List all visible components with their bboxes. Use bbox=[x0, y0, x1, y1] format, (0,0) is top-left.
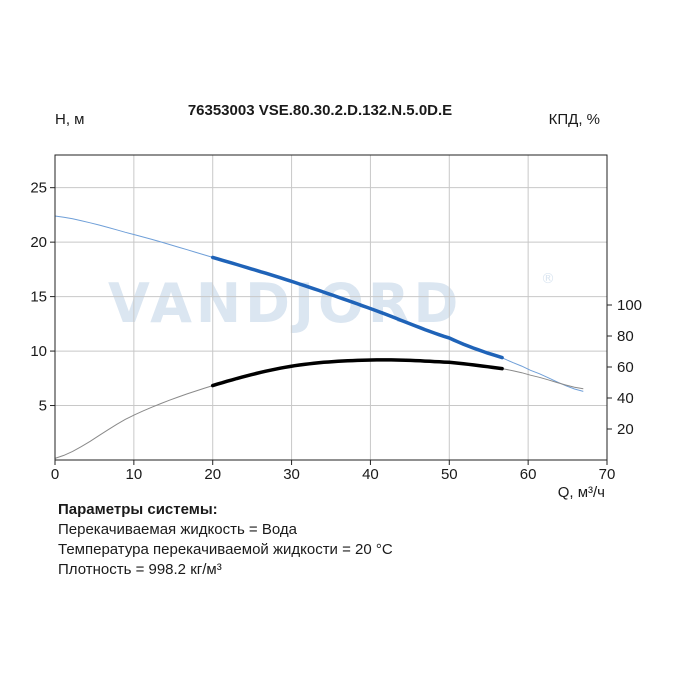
efficiency-curve-operating-range bbox=[210, 358, 504, 388]
y-right-tick-label: 60 bbox=[617, 359, 634, 376]
y-left-tick-label: 5 bbox=[39, 398, 47, 415]
x-tick-label: 50 bbox=[441, 466, 458, 483]
param-line-liquid: Перекачиваемая жидкость = Вода bbox=[58, 521, 297, 538]
y-right-tick-label: 100 bbox=[617, 297, 642, 314]
y-left-tick-label: 10 bbox=[30, 343, 47, 360]
chart-grid bbox=[55, 155, 607, 460]
system-parameters-title: Параметры системы: bbox=[58, 501, 218, 518]
y-right-axis-label: КПД, % bbox=[549, 111, 600, 128]
y-left-tick-label: 25 bbox=[30, 180, 47, 197]
x-tick-label: 20 bbox=[204, 466, 221, 483]
x-tick-label: 70 bbox=[599, 466, 616, 483]
x-tick-label: 60 bbox=[520, 466, 537, 483]
system-parameters: Параметры системы: Перекачиваемая жидкос… bbox=[58, 500, 393, 580]
y-left-axis-label: H, м bbox=[55, 111, 84, 128]
param-line-temperature: Температура перекачиваемой жидкости = 20… bbox=[58, 541, 393, 558]
y-right-tick-label: 40 bbox=[617, 390, 634, 407]
chart-title: 76353003 VSE.80.30.2.D.132.N.5.0D.E bbox=[188, 102, 452, 119]
param-line-density: Плотность = 998.2 кг/м³ bbox=[58, 561, 222, 578]
watermark-logo: VANDJORD bbox=[108, 272, 462, 335]
head-curve-operating-range bbox=[210, 255, 504, 360]
x-tick-label: 10 bbox=[126, 466, 143, 483]
x-tick-label: 30 bbox=[283, 466, 300, 483]
y-right-tick-label: 80 bbox=[617, 328, 634, 345]
axis-ticks: 0 10 20 30 40 50 60 70 5 10 15 20 25 20 40 60 80 100 bbox=[30, 180, 642, 483]
watermark-registered-mark: ® bbox=[541, 271, 555, 287]
x-tick-label: 0 bbox=[51, 466, 59, 483]
plot-frame bbox=[54, 154, 608, 461]
x-axis-label: Q, м³/ч bbox=[558, 484, 605, 501]
y-left-tick-label: 15 bbox=[30, 289, 47, 306]
chart-curves bbox=[54, 215, 584, 459]
y-right-tick-label: 20 bbox=[617, 421, 634, 438]
y-left-tick-label: 20 bbox=[30, 234, 47, 251]
x-tick-label: 40 bbox=[362, 466, 379, 483]
